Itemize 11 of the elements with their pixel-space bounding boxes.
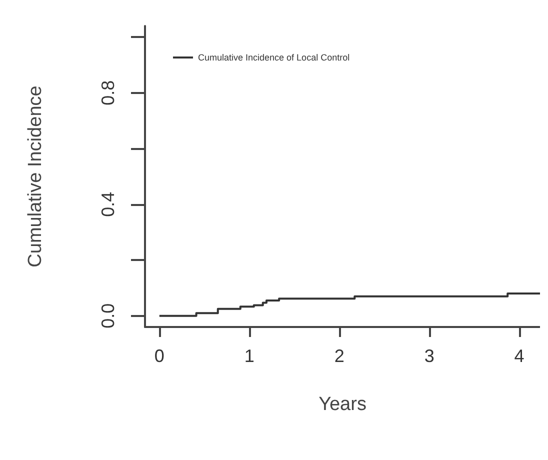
x-axis-title: Years <box>318 394 366 415</box>
x-tick-label: 4 <box>514 346 524 366</box>
x-tick-label: 2 <box>334 346 344 366</box>
y-tick-label: 0.0 <box>98 303 118 328</box>
y-axis-title: Cumulative Incidence <box>25 86 46 268</box>
x-tick-label: 1 <box>244 346 254 366</box>
x-tick-label: 0 <box>154 346 164 366</box>
legend-label: Cumulative Incidence of Local Control <box>198 52 350 62</box>
y-tick-label: 0.4 <box>98 192 118 217</box>
x-tick-label: 3 <box>424 346 434 366</box>
y-tick-label: 0.8 <box>98 80 118 106</box>
